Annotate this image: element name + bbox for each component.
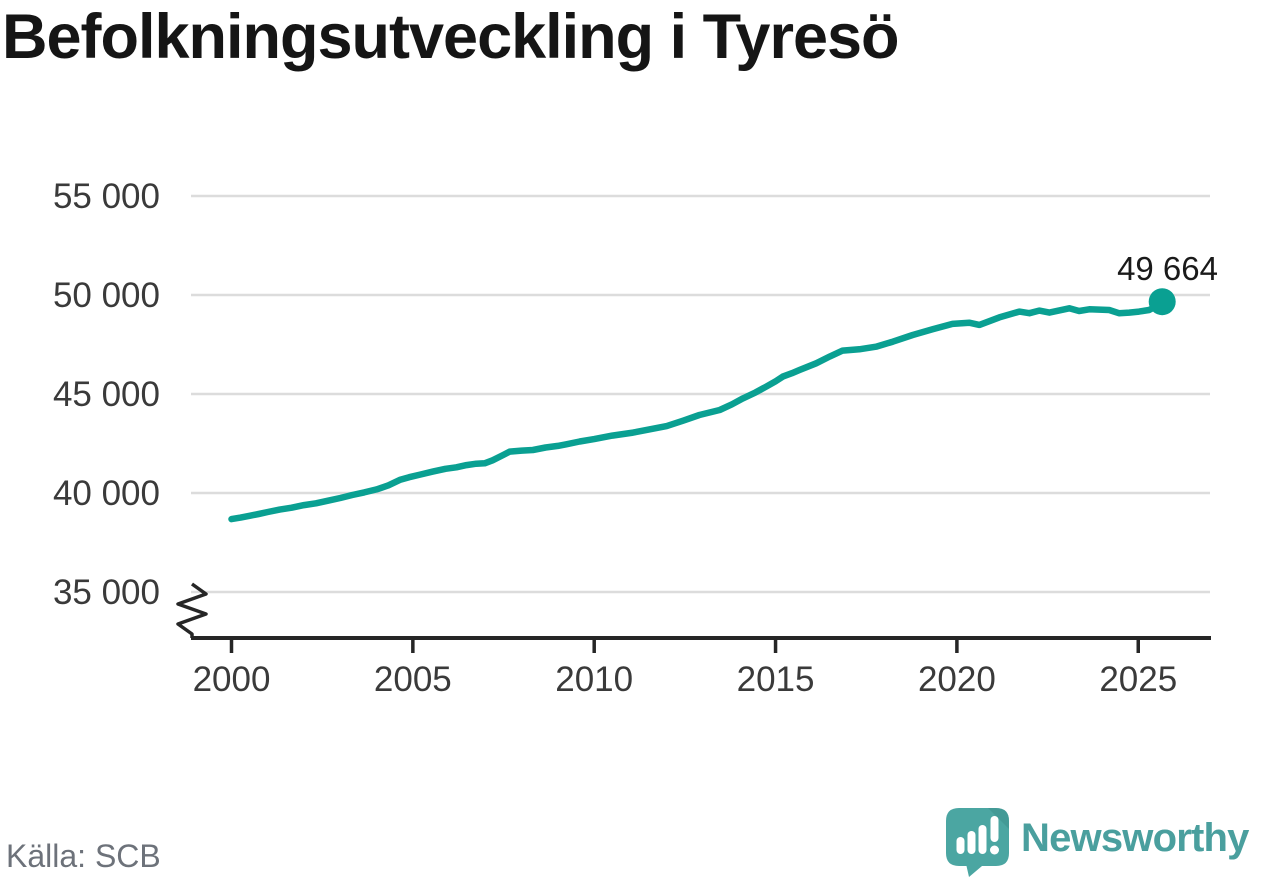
newsworthy-brand: Newsworthy [946,808,1249,878]
newsworthy-wordmark: Newsworthy [1021,816,1249,860]
chart-title: Befolkningsutveckling i Tyresö [2,2,900,72]
exclamation-dot-icon [990,845,999,855]
bar-icon-3 [978,825,987,854]
x-tick-label: 2020 [918,660,996,699]
x-axis-ticks-group [229,638,1140,653]
y-tick-label: 45 000 [53,375,160,414]
bubble-fold-shade [988,808,1009,829]
latest-value-label: 49 664 [1117,250,1218,287]
y-axis-break-zigzag [176,582,208,638]
newsworthy-logo-icon [946,808,1009,877]
bar-icon-2 [967,831,976,854]
latest-value-dot [1148,288,1176,316]
x-tick-label: 2015 [737,660,815,699]
y-tick-label: 35 000 [53,573,160,612]
x-axis-labels-group: 2000 2005 2010 2015 2020 2025 [193,660,1178,699]
x-tick-label: 2010 [555,660,633,699]
y-tick-label: 50 000 [53,276,160,315]
source-note: Källa: SCB [6,838,161,874]
y-tick-label: 55 000 [53,177,160,216]
x-tick-label: 2005 [374,660,452,699]
y-tick-label: 40 000 [53,474,160,513]
population-line-series [228,298,1166,523]
exclamation-bar-icon [990,816,999,842]
x-tick-label: 2025 [1099,660,1177,699]
x-tick-label: 2000 [193,660,271,699]
y-axis-labels-group: 55 000 50 000 45 000 40 000 35 000 [53,177,160,612]
bar-icon-1 [956,837,965,854]
